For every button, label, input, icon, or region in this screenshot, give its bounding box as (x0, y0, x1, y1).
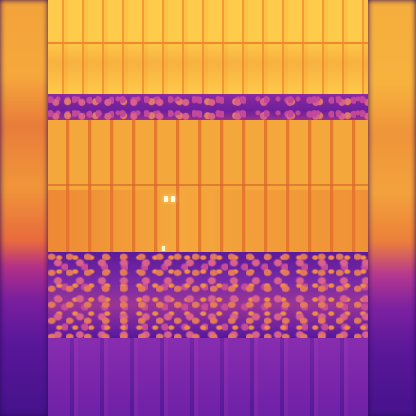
lower-panel-shade (48, 338, 368, 416)
lower-foliage-ledge (48, 252, 368, 340)
upper-panel-divider (48, 0, 368, 44)
middle-panel-divider (48, 184, 368, 186)
light-spot (171, 196, 175, 202)
blurred-margin-right (368, 0, 416, 416)
light-spot (162, 246, 165, 251)
building-facade (48, 0, 368, 416)
middle-panel-shade (48, 190, 368, 252)
warm-lights (164, 196, 178, 204)
blurred-margin-left (0, 0, 48, 416)
upper-panel-shade (48, 40, 368, 96)
light-spot (164, 196, 168, 202)
upper-ledge (48, 94, 368, 122)
